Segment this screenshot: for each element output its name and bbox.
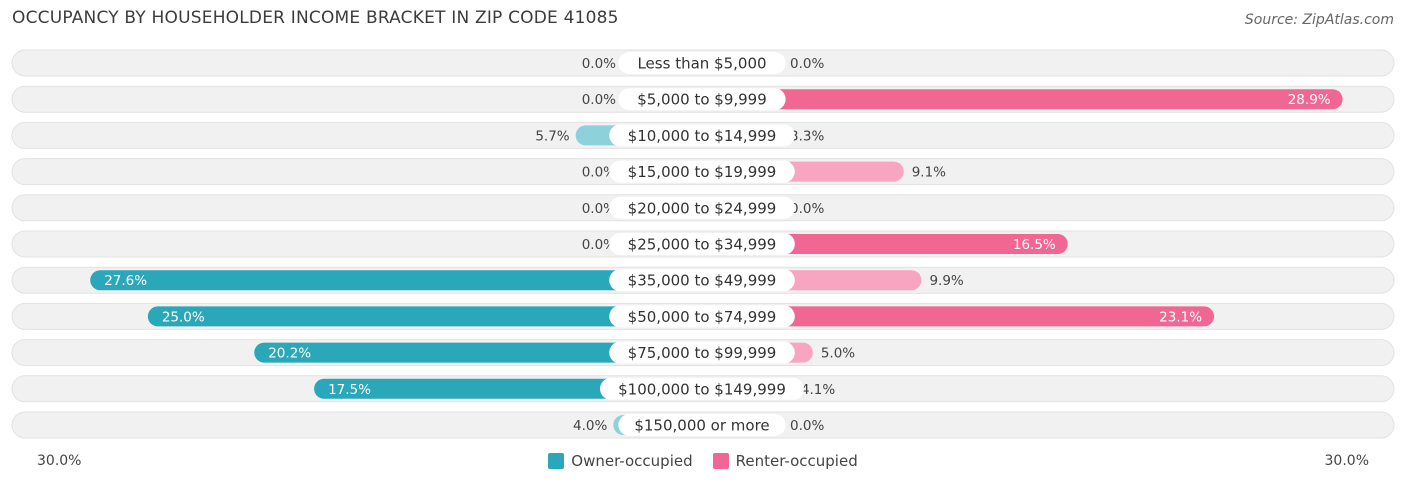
category-pill [600, 377, 804, 400]
renter-value-label: 9.1% [912, 165, 946, 181]
category-label: $5,000 to $9,999 [637, 91, 767, 109]
renter-value-label: 4.1% [801, 382, 835, 398]
owner-value-label: 27.6% [104, 273, 147, 289]
owner-value-label: 0.0% [582, 237, 616, 253]
category-label: $150,000 or more [634, 417, 769, 435]
legend-swatch-owner [548, 453, 565, 469]
owner-bar [147, 306, 703, 327]
owner-value-label: 25.0% [162, 309, 205, 325]
owner-value-label: 0.0% [582, 56, 616, 72]
category-pill [609, 160, 795, 183]
category-label: $15,000 to $19,999 [628, 163, 777, 181]
owner-value-label: 17.5% [328, 382, 371, 398]
owner-value-label: 0.0% [582, 92, 616, 108]
source-note: Source: ZipAtlas.com [1244, 12, 1394, 28]
renter-value-label: 23.1% [1159, 309, 1202, 325]
category-label: $35,000 to $49,999 [628, 272, 777, 290]
category-pill [609, 233, 795, 255]
category-label: $100,000 to $149,999 [618, 380, 786, 398]
category-label: $10,000 to $14,999 [628, 127, 777, 145]
legend-label-renter: Renter-occupied [735, 452, 858, 470]
chart-title: OCCUPANCY BY HOUSEHOLDER INCOME BRACKET … [12, 8, 619, 28]
category-label: $20,000 to $24,999 [628, 199, 777, 217]
owner-bar [254, 342, 702, 363]
category-pill [609, 124, 795, 147]
renter-bar [702, 89, 1343, 110]
legend: Owner-occupied Renter-occupied [0, 452, 1406, 470]
legend-owner[interactable]: Owner-occupied [548, 452, 693, 470]
renter-value-label: 16.5% [1013, 237, 1056, 253]
renter-value-label: 0.0% [790, 201, 824, 217]
owner-value-label: 20.2% [268, 346, 311, 362]
legend-label-owner: Owner-occupied [571, 452, 693, 470]
axis-label-right: 30.0% [1324, 453, 1369, 469]
owner-bar [90, 270, 702, 291]
category-pill [618, 414, 786, 436]
category-pill [618, 52, 786, 74]
renter-value-label: 9.9% [929, 273, 963, 289]
category-label: $25,000 to $34,999 [628, 236, 777, 254]
legend-renter[interactable]: Renter-occupied [712, 452, 858, 470]
legend-swatch-renter [712, 453, 729, 469]
category-pill [618, 88, 786, 111]
axis-label-left: 30.0% [37, 453, 82, 469]
category-pill [609, 305, 795, 328]
renter-value-label: 3.3% [790, 128, 824, 144]
category-label: $50,000 to $74,999 [628, 308, 777, 326]
diverging-bar-chart: 0.0% 0.0% Less than $5,000 0.0% 28.9% $5,000 … [11, 49, 1395, 439]
renter-value-label: 0.0% [790, 56, 824, 72]
renter-value-label: 5.0% [821, 346, 855, 362]
owner-value-label: 5.7% [535, 128, 569, 144]
owner-value-label: 0.0% [582, 165, 616, 181]
owner-value-label: 4.0% [573, 418, 607, 434]
renter-bar [702, 306, 1215, 327]
category-pill [609, 196, 795, 219]
renter-value-label: 28.9% [1288, 92, 1331, 108]
renter-value-label: 0.0% [790, 418, 824, 434]
category-label: Less than $5,000 [637, 55, 766, 73]
category-pill [609, 269, 795, 292]
category-label: $75,000 to $99,999 [628, 344, 777, 362]
owner-value-label: 0.0% [582, 201, 616, 217]
category-pill [609, 341, 795, 364]
